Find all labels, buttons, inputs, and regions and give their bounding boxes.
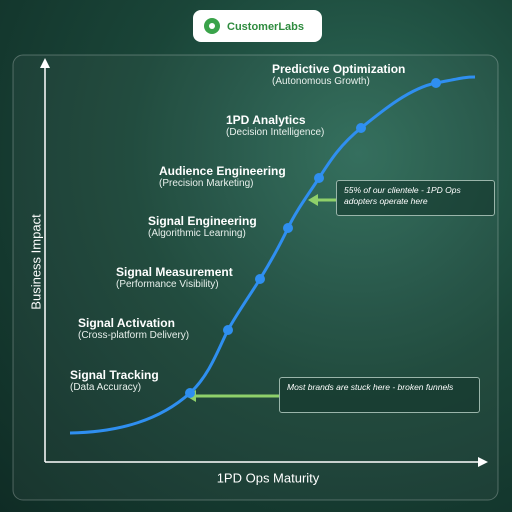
logo-text: CustomerLabs: [227, 21, 304, 33]
stage-dot: [356, 123, 366, 133]
stage-dot: [314, 173, 324, 183]
stage-dot: [223, 325, 233, 335]
stage-label: Audience Engineering (Precision Marketing…: [159, 164, 286, 189]
y-arrow: [40, 58, 50, 68]
stage-title: Signal Activation: [78, 316, 175, 330]
x-arrow: [478, 457, 488, 467]
stage-subtitle: (Performance Visibility): [116, 279, 219, 290]
stage-title: 1PD Analytics: [226, 113, 306, 127]
stage-subtitle: (Cross-platform Delivery): [78, 330, 190, 341]
stage-title: Signal Tracking: [70, 368, 159, 382]
callout: Most brands are stuck here - broken funn…: [279, 377, 480, 413]
stage-label: Signal Measurement (Performance Visibilit…: [116, 265, 233, 290]
logo-pill: [193, 10, 322, 42]
stage-dot: [431, 78, 441, 88]
stage-subtitle: (Decision Intelligence): [226, 127, 325, 138]
stage-dot: [255, 274, 265, 284]
x-axis-label: 1PD Ops Maturity: [217, 470, 320, 485]
stage-subtitle: (Autonomous Growth): [272, 76, 370, 87]
stage-title: Signal Engineering: [148, 214, 257, 228]
stage-subtitle: (Data Accuracy): [70, 382, 142, 393]
callout-arrowhead: [308, 194, 318, 206]
stage-subtitle: (Algorithmic Learning): [148, 228, 246, 239]
stage-dot: [283, 223, 293, 233]
stage-dot: [185, 388, 195, 398]
stage-subtitle: (Precision Marketing): [159, 178, 254, 189]
stage-label: Signal Activation (Cross-platform Deliver…: [78, 316, 189, 341]
stage-title: Signal Measurement: [116, 265, 233, 279]
logo-icon-dot: [209, 23, 215, 29]
stage-label: Signal Tracking (Data Accuracy): [70, 368, 159, 393]
stage-title: Predictive Optimization: [272, 62, 406, 76]
stage-label: Signal Engineering (Algorithmic Learning): [148, 214, 257, 239]
stage-title: Audience Engineering: [159, 164, 286, 178]
stage-label: Predictive Optimization (Autonomous Growt…: [272, 62, 405, 87]
stage-label: 1PD Analytics (Decision Intelligence): [226, 113, 324, 138]
callout: 55% of our clientele - 1PD Ops adopters …: [336, 180, 495, 216]
y-axis-label: Business Impact: [28, 214, 43, 310]
